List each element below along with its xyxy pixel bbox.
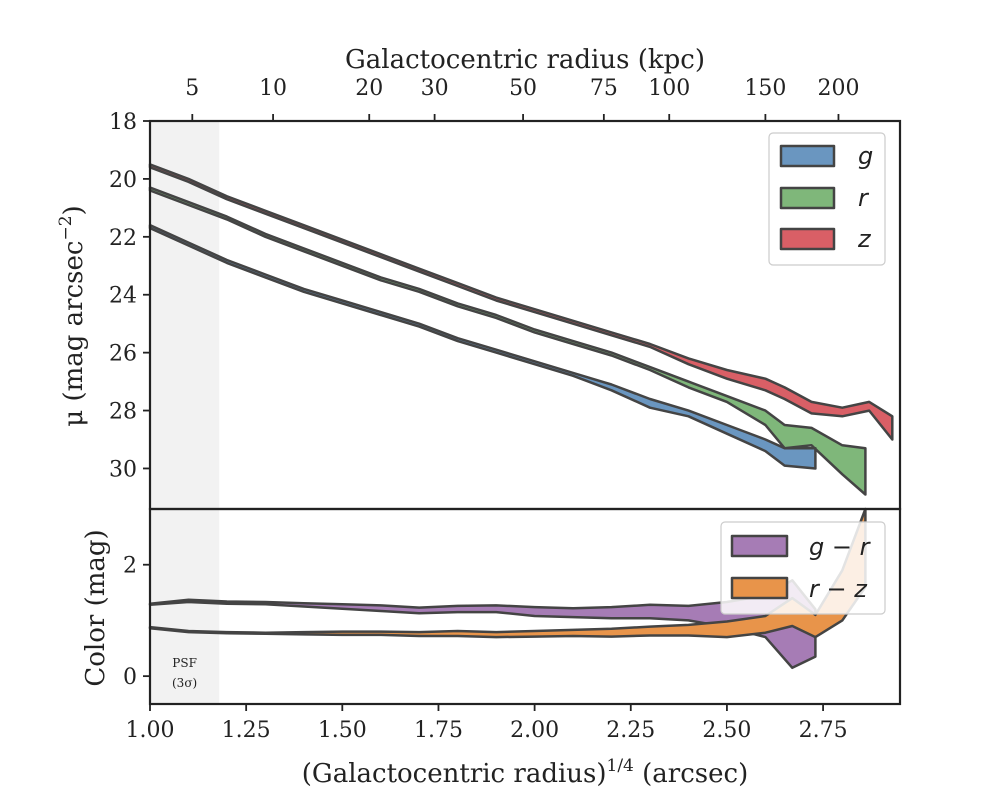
x-axis-label-unit: (arcsec)	[634, 759, 748, 789]
top-tick-label: 20	[355, 76, 383, 101]
band-g-r	[148, 579, 817, 670]
x-tick-label: 2.75	[799, 718, 848, 743]
legend-swatch-r	[779, 186, 836, 210]
top-axis-label: Galactocentric radius (kpc)	[345, 45, 705, 75]
lower-y-tick-label: 2	[123, 554, 137, 579]
band-g	[148, 223, 817, 470]
top-tick-label: 50	[509, 76, 537, 101]
x-axis-label: (Galactocentric radius)1/4 (arcsec)	[302, 756, 748, 789]
upper-y-axis-label-close: )	[59, 205, 89, 215]
upper-y-tick-label: 28	[109, 400, 137, 425]
upper-y-tick-label: 30	[109, 457, 137, 482]
psf-sigma-label: (3σ)	[172, 676, 197, 690]
top-tick-label: 30	[421, 76, 449, 101]
x-tick-label: 1.25	[222, 718, 271, 743]
legend-label-r-z: r − z	[809, 575, 868, 603]
psf-label: PSF	[172, 656, 197, 670]
legend-swatch-g-r	[730, 534, 789, 558]
band-z	[148, 163, 894, 441]
upper-legend: g r z	[768, 132, 886, 266]
legend-swatch-r-z	[730, 576, 789, 600]
upper-y-tick-label: 20	[109, 168, 137, 193]
top-tick-label: 200	[817, 76, 859, 101]
legend-label-g-r: g − r	[809, 533, 872, 561]
lower-panel-frame	[148, 507, 902, 706]
x-tick-label: 2.25	[606, 718, 655, 743]
top-tick-label: 150	[744, 76, 786, 101]
x-tick-label: 1.75	[414, 718, 463, 743]
axis-ticks: 1.00 1.25 1.50 1.75 2.00 2.25 2.50 2.755 10 20 30 5…	[109, 76, 859, 743]
legend-swatch-z	[779, 227, 836, 251]
lower-y-tick-label: 0	[123, 665, 137, 690]
top-tick-label: 100	[648, 76, 690, 101]
upper-y-tick-label: 26	[109, 342, 137, 367]
x-axis-label-exponent: 1/4	[607, 756, 634, 776]
top-tick-label: 75	[590, 76, 618, 101]
upper-y-axis-label-exponent: −2	[56, 215, 76, 240]
x-axis-label-main: (Galactocentric radius)	[302, 759, 607, 789]
x-tick-label: 2.50	[702, 718, 751, 743]
legend-label-z: z	[857, 225, 872, 253]
x-tick-label: 1.50	[318, 718, 367, 743]
top-tick-label: 5	[185, 76, 199, 101]
upper-y-tick-label: 22	[109, 226, 137, 251]
band-r	[148, 186, 867, 496]
legend-swatch-g	[779, 144, 836, 168]
upper-y-tick-label: 24	[109, 284, 137, 309]
x-tick-label: 2.00	[510, 718, 559, 743]
legend-label-r: r	[858, 184, 870, 212]
upper-y-axis-label: μ (mag arcsec−2)	[56, 205, 89, 426]
lower-y-axis-label: Color (mag)	[81, 529, 111, 686]
x-tick-label: 1.00	[126, 718, 175, 743]
lower-legend: g − r r − z	[720, 521, 886, 615]
psf-region	[150, 121, 220, 704]
top-tick-label: 10	[259, 76, 287, 101]
upper-y-tick-label: 18	[109, 110, 137, 135]
upper-panel-bands	[148, 163, 894, 496]
upper-y-axis-label-main: μ (mag arcsec	[59, 241, 89, 427]
legend-label-g: g	[858, 142, 873, 170]
